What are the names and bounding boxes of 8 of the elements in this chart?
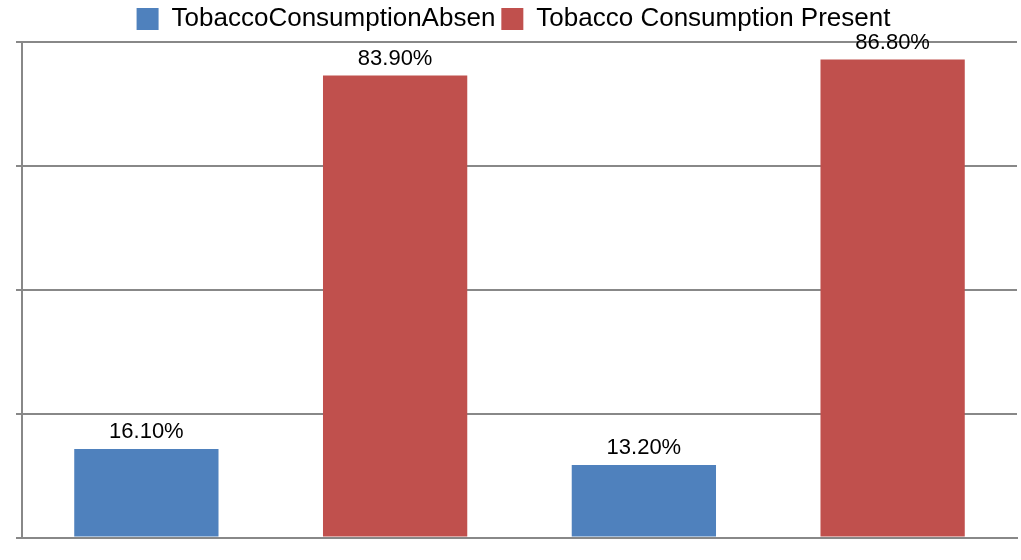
data-label: 16.10%	[109, 418, 184, 444]
data-label: 83.90%	[357, 44, 433, 70]
bar	[571, 464, 717, 537]
legend-label: TobaccoConsumptionAbsen	[171, 2, 496, 33]
data-label: 13.20%	[606, 433, 682, 459]
bar	[322, 75, 468, 537]
bar	[820, 59, 965, 537]
bar	[74, 448, 219, 537]
